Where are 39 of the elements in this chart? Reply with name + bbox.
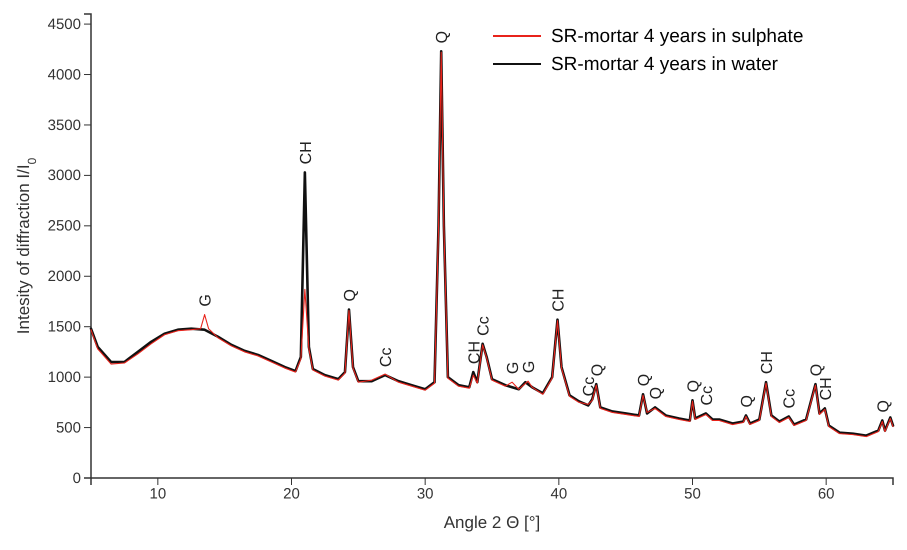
annotation: Q [648, 386, 666, 400]
x-tick-label: 50 [684, 486, 701, 503]
annotation: Cc [378, 348, 396, 368]
annotation: CH [298, 141, 315, 164]
y-tick-label: 2000 [48, 268, 81, 286]
annotation: G [505, 362, 522, 374]
annotation: Q [875, 400, 892, 413]
annotation: CH [550, 288, 568, 312]
y-tick-label: 2500 [48, 218, 81, 235]
annotation: Q [808, 364, 826, 376]
y-tick-label: 0 [72, 470, 81, 487]
y-tick-label: 4500 [48, 16, 81, 33]
legend-label: SR-mortar 4 years in sulphate [551, 26, 804, 47]
annotation: Q [738, 395, 756, 408]
annotation: G [521, 360, 538, 374]
annotation: Q [434, 30, 452, 44]
annotation: Q [342, 289, 359, 302]
y-tick-label: 1000 [48, 368, 81, 386]
annotation: Q [589, 364, 606, 376]
y-tick-label: 1500 [48, 318, 81, 336]
annotation: CH [466, 340, 484, 364]
y-tick-label: 4000 [48, 66, 81, 84]
annotation: Q [636, 374, 654, 386]
annotation: CH [818, 377, 835, 400]
annotation: G [198, 294, 215, 307]
x-tick-label: 60 [818, 486, 835, 503]
x-axis-title: Angle 2 Θ [°] [444, 513, 540, 532]
x-tick-label: 30 [416, 486, 434, 503]
y-tick-label: 500 [56, 419, 81, 436]
x-tick-label: 20 [283, 486, 300, 503]
y-tick-label: 3500 [48, 116, 81, 134]
annotation: Cc [581, 376, 598, 396]
y-tick-label: 3000 [48, 167, 81, 184]
x-tick-label: 10 [149, 486, 166, 503]
annotation: CH [759, 351, 776, 374]
annotation: Cc [782, 388, 799, 408]
x-tick-label: 40 [550, 486, 568, 503]
annotation: Cc [476, 316, 493, 336]
legend-label: SR-mortar 4 years in water [551, 54, 779, 75]
